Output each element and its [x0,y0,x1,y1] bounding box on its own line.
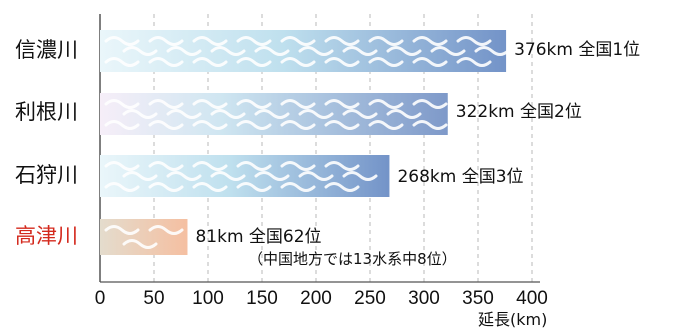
bar-wave-pattern [104,225,184,249]
x-tick-0: 0 [95,288,106,309]
bar-0 [100,30,510,72]
bar-3 [100,219,188,255]
bar-wave-pattern [104,161,378,192]
x-tick-150: 150 [246,288,278,309]
annotation-text: （中国地方では13水系中8位） [248,250,457,268]
x-tick-250: 250 [354,288,386,309]
bar-2 [100,155,390,197]
bar-1 [100,93,448,135]
x-tick-labels: 0 50 100 150 200 250 300 350 400 [95,288,548,309]
bar-rect [100,219,188,255]
x-tick-350: 350 [462,288,494,309]
value-label-1: 322km 全国2位 [456,102,582,122]
x-tick-200: 200 [300,288,332,309]
value-label-0: 376km 全国1位 [514,40,640,60]
bar-wave-pattern [104,36,510,67]
x-tick-50: 50 [143,288,164,309]
x-tick-100: 100 [192,288,224,309]
x-tick-400: 400 [516,288,548,309]
category-label-1: 利根川 [15,100,78,124]
value-labels: 376km 全国1位 322km 全国2位 268km 全国3位 81km 全国62位 [195,40,640,247]
category-label-2: 石狩川 [15,163,78,187]
bars [100,30,510,255]
x-axis-title: 延長(km) [478,310,547,329]
value-label-2: 268km 全国3位 [397,167,523,187]
bar-wave-pattern [104,99,448,130]
category-label-0: 信濃川 [15,38,78,62]
value-label-3: 81km 全国62位 [195,227,321,247]
category-label-3: 高津川 [15,224,78,248]
x-tick-300: 300 [408,288,440,309]
